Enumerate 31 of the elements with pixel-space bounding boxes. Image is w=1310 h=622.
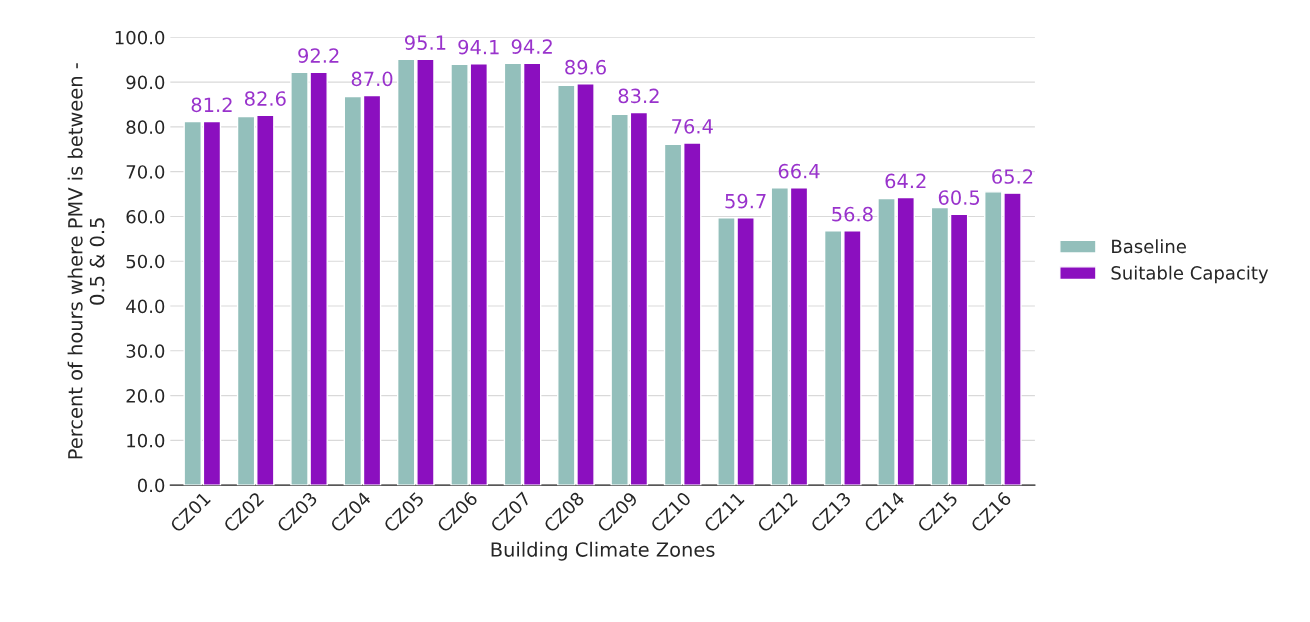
data-label: 65.2 — [992, 169, 1033, 184]
data-label: 76.4 — [672, 118, 713, 134]
legend-label: Baseline — [1112, 239, 1186, 254]
legend-label: Suitable Capacity — [1111, 265, 1269, 284]
data-label: 94.1 — [458, 39, 499, 55]
data-label: 87.0 — [351, 71, 393, 87]
data-label: 56.8 — [832, 206, 873, 222]
x-axis-title: Building Climate Zones — [491, 541, 715, 561]
y-tick-label: 0.0 — [137, 478, 165, 493]
y-tick-label: 70.0 — [126, 165, 165, 179]
y-tick-label: 100.0 — [115, 30, 165, 45]
data-label: 66.4 — [778, 163, 820, 179]
data-label: 60.5 — [938, 190, 980, 205]
data-label: 94.2 — [511, 39, 552, 54]
data-label: 59.7 — [725, 193, 766, 209]
data-label: 81.2 — [191, 97, 232, 113]
y-tick-label: 80.0 — [126, 120, 165, 134]
data-label: 82.6 — [244, 91, 286, 106]
y-tick-label: 30.0 — [126, 344, 165, 358]
data-label: 83.2 — [618, 88, 659, 104]
y-axis-title: Percent of hours where PMV is between - 0.5 & 0.5 — [67, 63, 105, 459]
y-tick-label: 90.0 — [126, 75, 165, 90]
y-tick-label: 40.0 — [126, 299, 165, 314]
data-label: 64.2 — [885, 173, 926, 189]
data-label: 89.6 — [565, 59, 606, 75]
data-label: 92.2 — [298, 48, 339, 63]
y-tick-label: 50.0 — [126, 254, 165, 269]
y-tick-label: 20.0 — [126, 389, 165, 403]
data-label: 95.1 — [404, 35, 446, 50]
y-tick-label: 10.0 — [127, 433, 165, 448]
y-tick-label: 60.0 — [126, 209, 165, 224]
